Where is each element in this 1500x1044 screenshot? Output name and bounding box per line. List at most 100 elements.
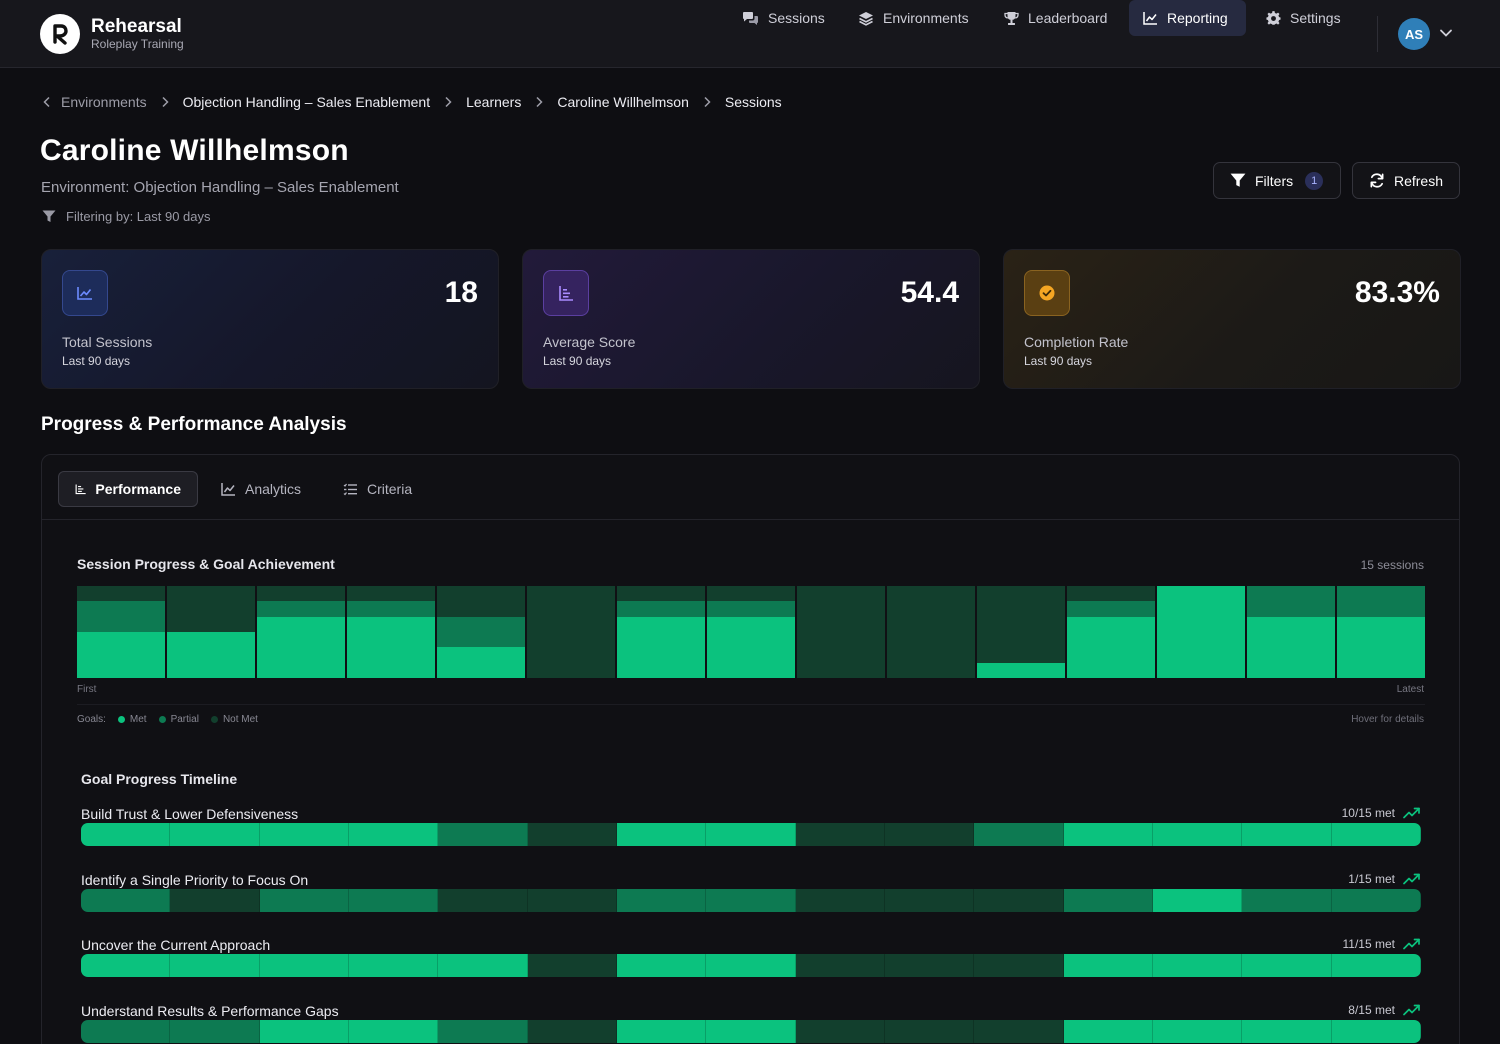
goal-cell-met[interactable] (170, 823, 260, 846)
goal-cell-met[interactable] (1242, 823, 1332, 846)
goal-cell-not[interactable] (170, 889, 260, 912)
goal-cell-met[interactable] (349, 954, 439, 977)
goal-cell-not[interactable] (795, 889, 885, 912)
goal-cell-met[interactable] (1153, 1020, 1243, 1043)
goal-cell-met[interactable] (1331, 823, 1421, 846)
breadcrumb-environments[interactable]: Environments (61, 94, 147, 110)
goal-cell-not[interactable] (527, 823, 617, 846)
goal-cell-met[interactable] (1242, 954, 1332, 977)
user-avatar[interactable]: AS (1398, 18, 1430, 50)
refresh-button[interactable]: Refresh (1352, 162, 1460, 199)
goal-cell-not[interactable] (974, 1020, 1064, 1043)
breadcrumb-learners[interactable]: Learners (466, 94, 522, 110)
session-bar-1[interactable] (77, 586, 165, 678)
goal-cell-met[interactable] (1153, 889, 1243, 912)
goal-cell-partial[interactable] (1242, 889, 1332, 912)
goal-cell-not[interactable] (885, 889, 975, 912)
goal-cell-met[interactable] (438, 954, 528, 977)
goal-cell-met[interactable] (259, 823, 349, 846)
goal-cell-not[interactable] (885, 823, 975, 846)
session-bar-10[interactable] (887, 586, 975, 678)
goal-cell-met[interactable] (349, 1020, 439, 1043)
nav-sessions[interactable]: Sessions (728, 0, 839, 36)
goal-cell-partial[interactable] (259, 889, 349, 912)
session-bar-12[interactable] (1067, 586, 1155, 678)
tab-criteria[interactable]: Criteria (327, 471, 428, 507)
goal-cell-met[interactable] (1153, 954, 1243, 977)
session-bar-5[interactable] (437, 586, 525, 678)
goal-cell-not[interactable] (527, 889, 617, 912)
goal-cell-not[interactable] (527, 954, 617, 977)
goal-cell-partial[interactable] (974, 823, 1064, 846)
session-bar-6[interactable] (527, 586, 615, 678)
breadcrumb-environment[interactable]: Objection Handling – Sales Enablement (182, 94, 431, 110)
goal-cell-not[interactable] (885, 954, 975, 977)
goal-cell-met[interactable] (1063, 1020, 1153, 1043)
session-bar-7[interactable] (617, 586, 705, 678)
trend-up-icon (1403, 1004, 1420, 1016)
goal-cell-met[interactable] (1242, 1020, 1332, 1043)
goal-cell-met[interactable] (706, 1020, 796, 1043)
goal-cell-met[interactable] (1153, 823, 1243, 846)
app-tagline: Roleplay Training (91, 37, 184, 51)
session-bar-4[interactable] (347, 586, 435, 678)
bar-segment-partial (1337, 586, 1425, 617)
session-bar-11[interactable] (977, 586, 1065, 678)
session-bar-8[interactable] (707, 586, 795, 678)
goal-cell-partial[interactable] (1063, 889, 1153, 912)
goal-cell-not[interactable] (795, 823, 885, 846)
nav-leaderboard[interactable]: Leaderboard (990, 0, 1121, 36)
goal-cell-met[interactable] (706, 823, 796, 846)
session-bar-3[interactable] (257, 586, 345, 678)
filters-button[interactable]: Filters 1 (1213, 162, 1341, 199)
checklist-icon (343, 483, 357, 495)
nav-settings[interactable]: Settings (1252, 0, 1355, 36)
goal-cell-partial[interactable] (617, 889, 707, 912)
goal-cell-not[interactable] (795, 1020, 885, 1043)
goal-cell-not[interactable] (974, 889, 1064, 912)
goal-cell-met[interactable] (617, 1020, 707, 1043)
chevron-right-icon (536, 96, 543, 108)
nav-reporting[interactable]: Reporting (1129, 0, 1246, 36)
goal-cell-met[interactable] (1063, 954, 1153, 977)
session-bar-13[interactable] (1157, 586, 1245, 678)
goal-cell-partial[interactable] (1331, 889, 1421, 912)
bar-segment-not-met (167, 586, 255, 632)
goal-cell-partial[interactable] (170, 1020, 260, 1043)
goal-cell-partial[interactable] (81, 1020, 171, 1043)
legend-met-label: Met (129, 714, 147, 725)
goal-cell-met[interactable] (170, 954, 260, 977)
session-bar-14[interactable] (1247, 586, 1335, 678)
session-bar-2[interactable] (167, 586, 255, 678)
goal-cell-met[interactable] (706, 954, 796, 977)
goal-cell-partial[interactable] (706, 889, 796, 912)
goal-cell-met[interactable] (1331, 1020, 1421, 1043)
goal-cell-met[interactable] (1331, 954, 1421, 977)
goal-cell-partial[interactable] (81, 889, 171, 912)
tab-analytics[interactable]: Analytics (205, 471, 317, 507)
goal-cell-met[interactable] (617, 954, 707, 977)
goal-cell-met[interactable] (81, 823, 171, 846)
tab-performance[interactable]: Performance (58, 471, 198, 507)
goal-cell-met[interactable] (1063, 823, 1153, 846)
goal-cell-met[interactable] (81, 954, 171, 977)
goal-cell-not[interactable] (527, 1020, 617, 1043)
goal-cell-met[interactable] (617, 823, 707, 846)
goal-cell-met[interactable] (349, 823, 439, 846)
goal-cell-partial[interactable] (438, 1020, 528, 1043)
goal-cell-met[interactable] (259, 1020, 349, 1043)
goal-cell-not[interactable] (885, 1020, 975, 1043)
goal-cell-partial[interactable] (438, 823, 528, 846)
session-bar-9[interactable] (797, 586, 885, 678)
goal-met-count: 8/15 met (1348, 1003, 1421, 1017)
breadcrumb-learner[interactable]: Caroline Willhelmson (557, 94, 689, 110)
nav-environments[interactable]: Environments (844, 0, 983, 36)
goal-cell-partial[interactable] (349, 889, 439, 912)
goal-cell-not[interactable] (438, 889, 528, 912)
goal-cell-met[interactable] (259, 954, 349, 977)
session-bar-15[interactable] (1337, 586, 1425, 678)
chevron-down-icon[interactable] (1439, 26, 1453, 40)
goal-cell-not[interactable] (974, 954, 1064, 977)
app-logo[interactable]: Rehearsal Roleplay Training (40, 14, 184, 54)
goal-cell-not[interactable] (795, 954, 885, 977)
